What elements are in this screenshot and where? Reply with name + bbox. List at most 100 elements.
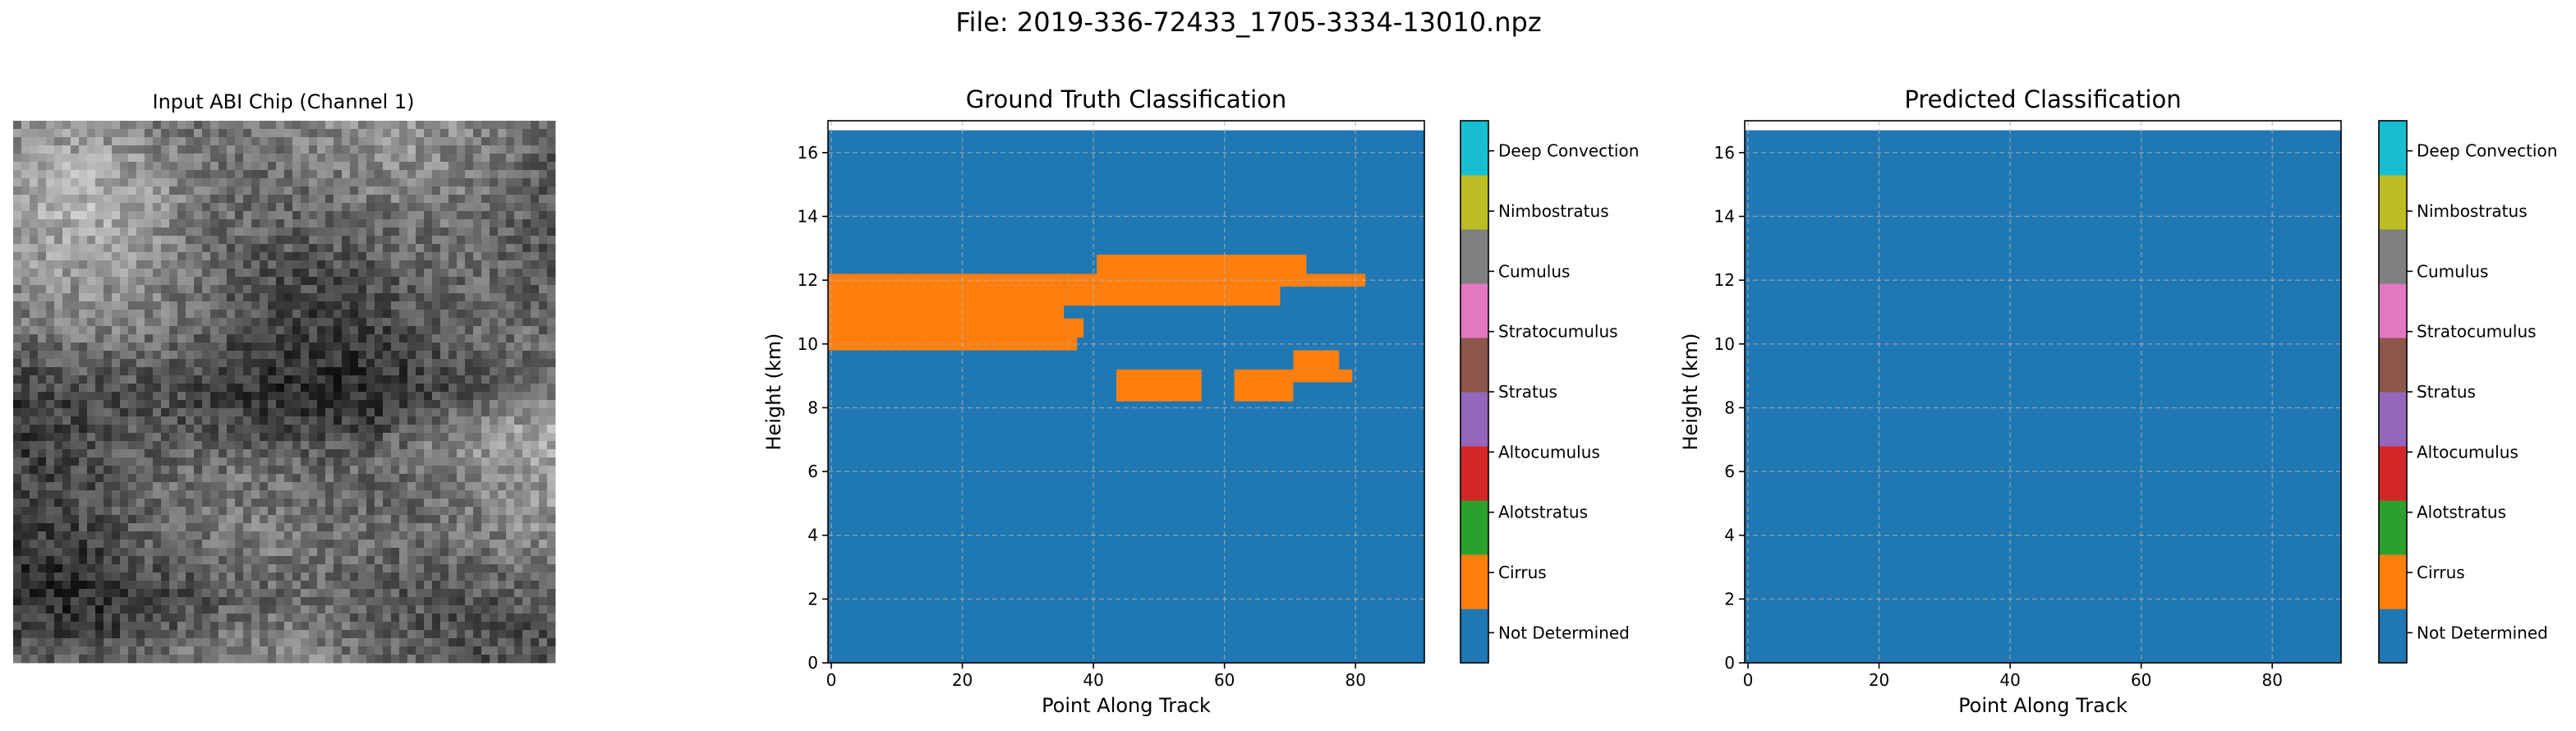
image-pixel (547, 433, 556, 442)
image-pixel (13, 556, 22, 565)
image-pixel (71, 474, 80, 483)
image-pixel (202, 260, 211, 269)
image-pixel (391, 219, 400, 228)
colorbar-segment (1460, 554, 1488, 609)
image-pixel (399, 466, 408, 475)
image-pixel (325, 310, 334, 319)
image-pixel (391, 515, 400, 524)
image-pixel (235, 260, 244, 269)
image-pixel (87, 162, 96, 171)
image-pixel (260, 655, 269, 664)
image-pixel (251, 597, 260, 606)
image-pixel (235, 482, 244, 491)
image-pixel (161, 154, 170, 163)
image-pixel (194, 523, 203, 532)
image-pixel (448, 655, 458, 664)
image-pixel (366, 449, 375, 458)
image-pixel (87, 490, 96, 499)
image-pixel (251, 170, 260, 179)
image-pixel (325, 597, 334, 606)
image-pixel (145, 277, 154, 286)
image-pixel (498, 482, 507, 491)
image-pixel (186, 597, 195, 606)
image-pixel (251, 285, 260, 294)
image-pixel (251, 137, 260, 146)
image-pixel (522, 392, 531, 401)
image-pixel (399, 301, 408, 310)
image-pixel (177, 269, 186, 278)
image-pixel (350, 441, 359, 450)
image-pixel (202, 408, 211, 417)
image-pixel (218, 293, 228, 302)
image-pixel (440, 474, 449, 483)
image-pixel (186, 137, 195, 146)
image-pixel (38, 507, 47, 516)
image-pixel (112, 622, 121, 631)
image-pixel (177, 211, 186, 220)
image-pixel (227, 614, 236, 623)
image-pixel (13, 507, 22, 516)
image-pixel (366, 482, 375, 491)
image-pixel (457, 277, 466, 286)
image-pixel (128, 260, 137, 269)
image-pixel (54, 531, 63, 540)
image-pixel (169, 301, 178, 310)
image-pixel (128, 531, 137, 540)
image-pixel (547, 277, 556, 286)
image-pixel (30, 211, 39, 220)
image-pixel (292, 252, 301, 261)
image-pixel (416, 121, 425, 130)
image-pixel (317, 400, 326, 409)
image-pixel (424, 236, 433, 245)
image-pixel (153, 236, 162, 245)
image-pixel (169, 293, 178, 302)
image-pixel (30, 507, 39, 516)
image-pixel (522, 162, 531, 171)
image-pixel (95, 334, 104, 343)
image-pixel (547, 326, 556, 335)
image-pixel (260, 318, 269, 327)
image-pixel (227, 121, 236, 130)
image-pixel (317, 301, 326, 310)
image-pixel (342, 490, 351, 499)
image-pixel (325, 400, 334, 409)
image-pixel (177, 219, 186, 228)
image-pixel (457, 318, 466, 327)
image-pixel (531, 515, 540, 524)
image-pixel (260, 457, 269, 467)
image-pixel (358, 162, 367, 171)
image-pixel (260, 129, 269, 138)
image-pixel (432, 162, 441, 171)
image-pixel (120, 236, 129, 245)
image-pixel (383, 351, 392, 360)
image-pixel (95, 564, 104, 573)
image-pixel (112, 441, 121, 450)
image-pixel (375, 367, 384, 376)
image-pixel (375, 638, 384, 647)
image-pixel (177, 408, 186, 417)
image-pixel (46, 277, 55, 286)
image-pixel (95, 507, 104, 516)
y-tick-label: 10 (798, 334, 818, 354)
image-pixel (153, 301, 162, 310)
image-pixel (54, 211, 63, 220)
image-pixel (506, 490, 515, 499)
image-pixel (465, 589, 474, 598)
image-pixel (54, 129, 63, 138)
image-pixel (301, 170, 310, 179)
image-pixel (292, 137, 301, 146)
image-pixel (235, 540, 244, 549)
image-pixel (87, 589, 96, 598)
image-pixel (235, 474, 244, 483)
image-pixel (87, 285, 96, 294)
image-pixel (342, 178, 351, 187)
image-pixel (104, 211, 113, 220)
image-pixel (448, 384, 458, 393)
image-pixel (251, 129, 260, 138)
image-pixel (465, 170, 474, 179)
image-pixel (87, 638, 96, 647)
image-pixel (383, 564, 392, 573)
image-pixel (13, 236, 22, 245)
image-pixel (457, 482, 466, 491)
